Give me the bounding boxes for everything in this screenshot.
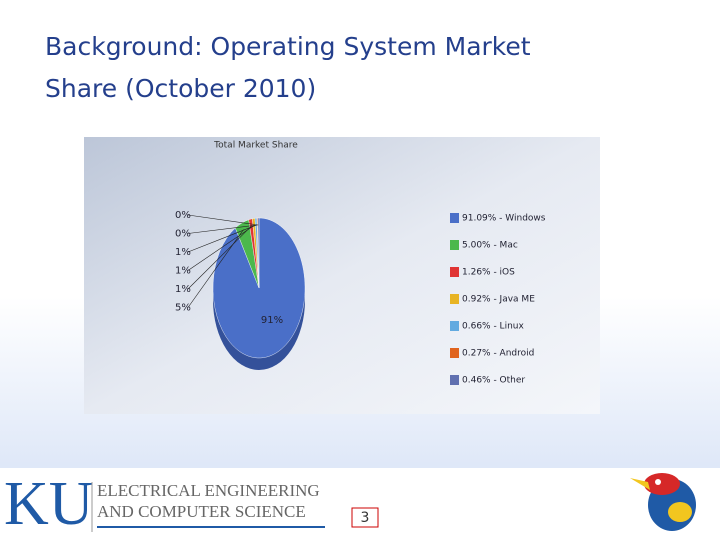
legend-label: 0.46% - Other — [462, 376, 525, 386]
leader-line — [187, 225, 252, 290]
legend-label: 91.09% - Windows — [462, 214, 546, 224]
legend-swatch — [450, 321, 459, 331]
page-number-box — [351, 507, 379, 528]
legend-label: 0.27% - Android — [462, 349, 534, 359]
mascot — [630, 473, 696, 531]
chart-background — [84, 137, 600, 414]
leader-line — [187, 224, 258, 234]
chart: 91% 5% 1% 1% 1% 0% 0% 91.09% - Windows 5.00% - M… — [175, 210, 546, 386]
dept-name: AND COMPUTER SCIENCE — [97, 502, 306, 521]
data-label: 5% — [175, 303, 191, 314]
pie-slice — [257, 217, 260, 289]
leader-line — [187, 229, 244, 308]
dept-name: ELECTRICAL ENGINEERING — [97, 481, 320, 500]
slide-title: Share (October 2010) — [45, 74, 316, 103]
page-number: 3 — [361, 510, 370, 526]
data-label: 1% — [175, 247, 191, 258]
legend-label: 0.66% - Linux — [462, 322, 524, 332]
leader-line — [187, 224, 257, 253]
legend-swatch — [450, 267, 459, 277]
data-label: 0% — [175, 210, 191, 221]
legend-label: 1.26% - iOS — [462, 268, 515, 278]
slide-title: Background: Operating System Market — [45, 32, 531, 61]
legend-label: 0.92% - Java ME — [462, 295, 535, 305]
legend-swatch — [450, 294, 459, 304]
legend-swatch — [450, 213, 459, 223]
legend-swatch — [450, 240, 459, 250]
legend-label: 5.00% - Mac — [462, 241, 518, 251]
data-label: 1% — [175, 266, 191, 277]
logo: KU — [4, 470, 94, 538]
legend-swatch — [450, 375, 459, 385]
data-label: 1% — [175, 284, 191, 295]
data-label: 91% — [261, 315, 283, 326]
leader-line — [187, 214, 259, 226]
leader-line — [187, 225, 255, 271]
data-label: 0% — [175, 229, 191, 240]
chart-title: Total Market Share — [213, 141, 298, 151]
legend-swatch — [450, 348, 459, 358]
